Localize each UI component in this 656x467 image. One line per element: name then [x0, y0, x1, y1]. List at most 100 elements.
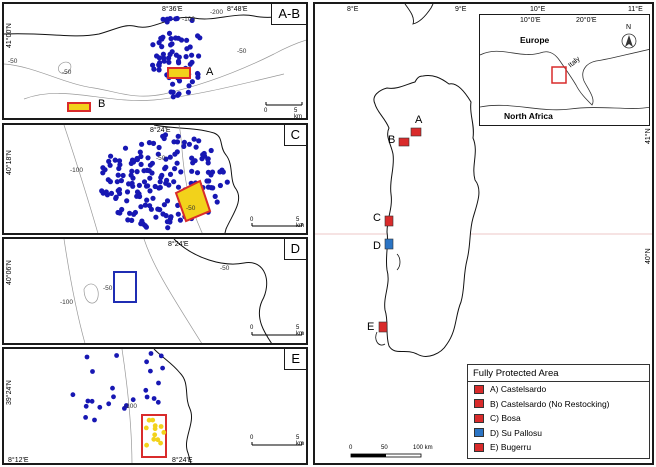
main-reserve-a: [410, 127, 422, 137]
ab-depth-3: -50: [237, 48, 247, 55]
sample-point: [143, 425, 149, 431]
sample-point: [171, 179, 177, 185]
sample-point: [205, 156, 211, 162]
sample-point: [137, 149, 143, 155]
sample-point: [158, 353, 164, 359]
sample-point: [138, 161, 144, 167]
sample-point: [168, 42, 174, 48]
sample-point: [89, 398, 95, 404]
panel-c: C 8°24'E 40°18'N -100 -50 -50 0 5 km: [2, 123, 308, 235]
legend-label: A) Castelsardo: [490, 384, 547, 395]
sample-point: [127, 210, 133, 216]
main-reserve-d: [384, 238, 394, 250]
legend-swatch: [474, 399, 484, 409]
legend-swatch: [474, 384, 484, 394]
ab-coord-left: 41°00'N: [6, 23, 13, 48]
sample-point: [149, 170, 155, 176]
sample-point: [217, 182, 223, 189]
c-sample-points: [99, 132, 230, 231]
sample-point: [136, 182, 142, 188]
sample-point: [165, 225, 171, 231]
sample-point: [129, 168, 135, 174]
sample-point: [148, 351, 154, 356]
e-scale-5: 5 km: [296, 435, 304, 447]
sample-point: [157, 179, 163, 185]
sample-point: [92, 417, 97, 423]
sample-point: [186, 141, 192, 147]
sample-point: [116, 158, 123, 164]
main-coord-8e: 8°E: [347, 6, 359, 13]
sample-point: [150, 417, 156, 423]
sample-point: [106, 401, 112, 407]
d-coord-top: 8°24'E: [168, 241, 189, 248]
sample-point: [167, 16, 173, 22]
sample-point: [159, 172, 165, 178]
sample-point: [156, 144, 162, 151]
ab-coord-top-2: 8°48'E: [227, 6, 248, 13]
sample-point: [151, 436, 157, 442]
sample-point: [155, 437, 161, 443]
inset-north-label: N: [626, 24, 632, 31]
legend-label: E) Bugerru: [490, 442, 532, 453]
sample-point: [90, 369, 95, 374]
sample-point: [166, 30, 173, 36]
sample-point: [138, 221, 144, 227]
sample-point: [152, 432, 158, 438]
ab-sample-points: [150, 15, 203, 100]
sample-point: [151, 66, 157, 72]
sample-point: [204, 178, 210, 184]
legend-label: B) Castelsardo (No Restocking): [490, 398, 610, 409]
main-label-b: B: [388, 134, 396, 146]
sample-point: [144, 394, 150, 400]
sample-point: [147, 203, 153, 209]
sample-point: [146, 140, 152, 146]
sample-point: [83, 403, 89, 409]
sample-point: [131, 211, 137, 217]
sample-point: [212, 193, 218, 199]
ab-scale-0: 0: [264, 108, 268, 114]
sample-point: [124, 403, 129, 408]
sample-point: [124, 198, 130, 204]
sample-point: [99, 188, 105, 194]
sample-point: [153, 214, 159, 220]
sample-point: [103, 189, 109, 195]
sample-point: [177, 217, 183, 223]
sample-point: [175, 35, 181, 41]
main-reserve-e: [378, 321, 388, 333]
ab-depth-5: -50: [8, 58, 18, 65]
sample-point: [150, 42, 156, 48]
inset-map: 10°0'E 20°0'E Europe Italy North Africa …: [479, 14, 650, 126]
sample-point: [139, 141, 145, 147]
sample-point: [173, 52, 179, 58]
legend-swatch: [474, 413, 484, 423]
sample-point: [160, 51, 166, 57]
ab-depth-1: -100: [182, 16, 196, 23]
sample-point: [129, 217, 135, 223]
sample-point: [175, 184, 182, 190]
sample-point: [148, 368, 153, 374]
legend-swatch: [474, 442, 484, 452]
sample-point: [170, 89, 176, 95]
sample-point: [147, 188, 153, 194]
panel-ab: A-B 8°36'E 8°48'E 41°00'N -100 -200 -50 …: [2, 2, 308, 120]
sample-point: [196, 138, 202, 144]
sample-point: [144, 167, 150, 173]
sample-point: [100, 165, 106, 171]
panel-e-map: [70, 349, 303, 463]
sample-point: [187, 44, 193, 50]
main-scale-50: 50: [381, 445, 388, 451]
sample-point: [189, 79, 195, 85]
sample-point: [150, 140, 157, 146]
d-depth-2: -50: [103, 285, 113, 292]
sample-point: [163, 164, 169, 170]
sample-point: [220, 169, 226, 175]
sample-point: [175, 211, 181, 217]
sample-point: [167, 171, 174, 177]
inset-label-europe: Europe: [520, 35, 550, 45]
sample-point: [208, 185, 214, 191]
sample-point: [138, 204, 144, 210]
main-label-e: E: [367, 321, 375, 333]
sample-point: [156, 380, 161, 386]
sample-point: [114, 179, 120, 185]
legend-label: D) Su Pallosu: [490, 427, 542, 438]
